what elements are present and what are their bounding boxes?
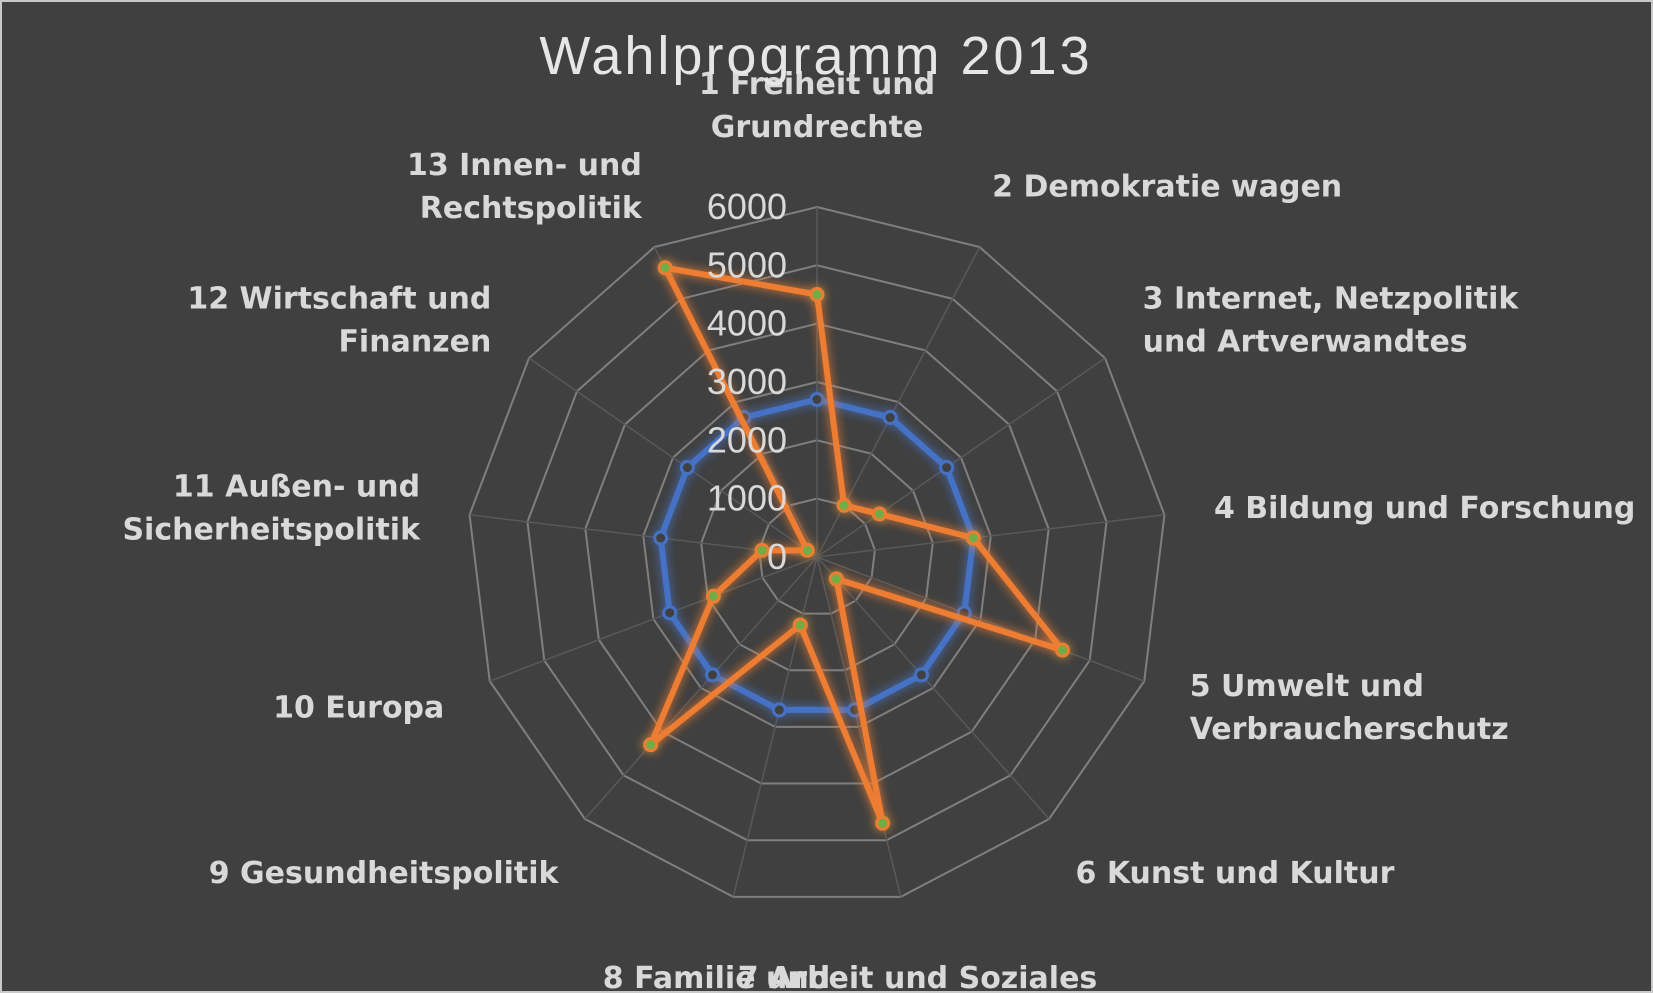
category-label: 4 Bildung und Forschung	[1214, 491, 1635, 526]
data-point	[828, 571, 844, 587]
category-label: 12 Wirtschaft und Finanzen	[187, 281, 491, 359]
axis-tick-labels: 0 1000 2000 3000 4000 5000 6000	[707, 186, 787, 577]
data-point	[679, 460, 695, 476]
category-label: 2 Demokratie wagen	[992, 170, 1342, 205]
grid-ring-3000	[642, 380, 992, 728]
series-layer	[643, 260, 1070, 831]
data-point	[882, 410, 898, 426]
category-label-line: 11 Außen- und	[173, 469, 420, 504]
grid-ring-4000	[584, 322, 1050, 785]
tick-label: 5000	[707, 244, 787, 285]
category-label-line: 6 Kunst und Kultur	[1076, 856, 1395, 891]
category-labels: 1 Freiheit und Grundrechte 2 Demokratie wa…	[122, 67, 1635, 991]
category-label-line: 3 Internet, Netzpolitik	[1143, 281, 1520, 316]
category-label: 11 Außen- und Sicherheitspolitik	[122, 469, 421, 547]
category-label: 6 Kunst und Kultur	[1076, 856, 1395, 891]
category-label: 3 Internet, Netzpolitik und Artverwandtes	[1143, 281, 1520, 359]
category-label: 7 Arbeit und Soziales	[738, 961, 1098, 991]
data-point	[1054, 642, 1070, 658]
category-label: 10 Europa	[273, 690, 444, 725]
category-label: 8 Familie undGesellschaft	[603, 961, 830, 991]
data-point	[771, 702, 787, 718]
tick-label: 2000	[707, 419, 787, 460]
category-label-line: und Artverwandtes	[1143, 324, 1468, 359]
data-point	[871, 506, 887, 522]
category-label-line: 12 Wirtschaft und	[187, 281, 491, 316]
grid-spoke	[816, 357, 1106, 558]
category-label: 5 Umwelt und Verbraucherschutz	[1190, 669, 1509, 747]
data-point	[875, 815, 891, 831]
series-line-2	[647, 264, 1066, 827]
data-point	[965, 530, 981, 546]
data-point	[799, 542, 815, 558]
tick-label: 4000	[707, 303, 787, 344]
category-label-line: 8 Familie und	[603, 961, 830, 991]
series-line-1	[657, 396, 977, 713]
grid-spoke	[584, 556, 818, 820]
tick-label: 1000	[707, 478, 787, 519]
data-point	[809, 287, 825, 302]
grid-spoke	[489, 556, 818, 682]
category-label-line: Finanzen	[338, 324, 491, 359]
category-label-line: Grundrechte	[711, 110, 924, 145]
data-point	[705, 667, 721, 683]
data-point	[939, 460, 955, 476]
data-point	[809, 392, 825, 407]
category-label: 13 Innen- und Rechtspolitik	[407, 148, 643, 226]
category-label-line: 9 Gesundheitspolitik	[209, 856, 560, 891]
grid-spoke	[816, 556, 902, 898]
category-label: 1 Freiheit und Grundrechte	[699, 67, 935, 145]
data-point	[657, 260, 673, 276]
chart-title: Wahlprogramm 2013	[539, 26, 1092, 86]
category-label-line: 10 Europa	[273, 690, 444, 725]
grid-spoke	[528, 357, 818, 558]
data-point	[705, 588, 721, 604]
category-label-line: Rechtspolitik	[420, 191, 643, 226]
grid-spoke	[816, 556, 1050, 820]
grid-spoke	[732, 556, 818, 898]
category-label-line: 1 Freiheit und	[699, 67, 935, 102]
data-point	[653, 530, 669, 546]
data-point	[754, 542, 770, 558]
data-point	[643, 737, 659, 753]
grid-ring-6000	[468, 205, 1166, 898]
grid-ring-1000	[758, 497, 876, 615]
tick-label: 0	[767, 536, 787, 577]
category-label: 9 Gesundheitspolitik	[209, 856, 560, 891]
series-2	[643, 260, 1070, 831]
category-label-line: 5 Umwelt und	[1190, 669, 1424, 704]
tick-label: 6000	[707, 186, 787, 227]
category-label-line: 2 Demokratie wagen	[992, 170, 1342, 205]
data-point	[792, 617, 808, 633]
category-label-line: 7 Arbeit und Soziales	[738, 961, 1098, 991]
category-label-line: Verbraucherschutz	[1190, 712, 1509, 747]
category-label-line: 13 Innen- und	[407, 148, 642, 183]
category-label-line: 4 Bildung und Forschung	[1214, 491, 1635, 526]
grid-spoke	[816, 514, 1165, 558]
category-label-line: Sicherheitspolitik	[122, 512, 421, 547]
tick-label: 3000	[707, 361, 787, 402]
grid-layer	[468, 205, 1166, 898]
data-point	[913, 667, 929, 683]
data-point	[662, 605, 678, 621]
grid-ring-5000	[526, 264, 1108, 842]
grid-spoke	[816, 556, 1145, 682]
data-point	[836, 497, 852, 513]
